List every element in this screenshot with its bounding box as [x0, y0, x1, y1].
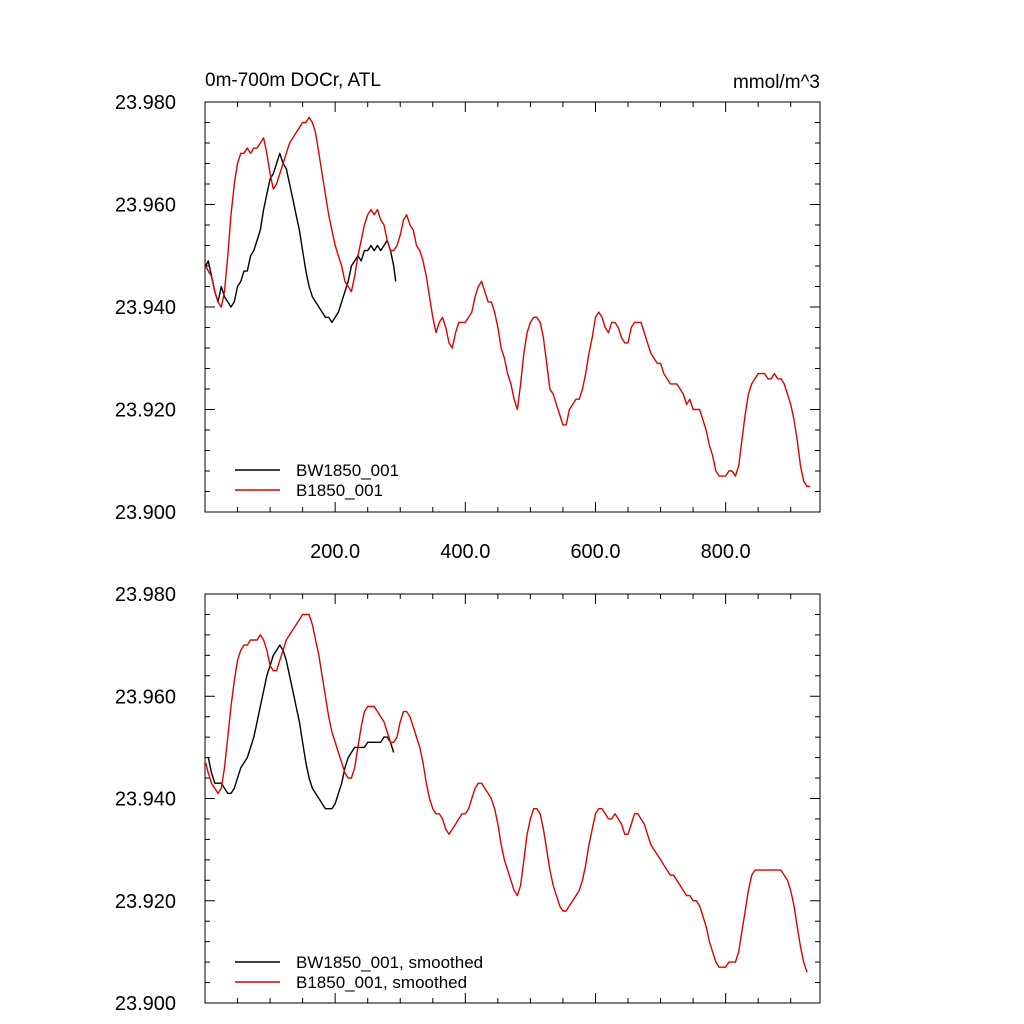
y-tick-label: 23.920 [115, 891, 176, 913]
x-tick-label: 200.0 [310, 541, 360, 563]
top-panel: 0m-700m DOCr, ATL mmol/m^3 23.900 23.920 23.… [115, 70, 821, 563]
series-line-1 [205, 116, 811, 488]
series-line-0 [207, 644, 395, 810]
y-tick-label: 23.960 [115, 195, 176, 217]
y-tick-label: 23.960 [115, 686, 176, 708]
series-line-0 [205, 152, 397, 324]
x-tick-label: 600.0 [570, 541, 620, 563]
legend-label: BW1850_001 [296, 461, 399, 480]
y-tick-label: 23.900 [115, 502, 176, 524]
legend-label: B1850_001 [296, 481, 383, 500]
chart-title: 0m-700m DOCr, ATL [205, 70, 381, 91]
plot-frame [204, 101, 821, 513]
y-tick-label: 23.940 [115, 789, 176, 811]
y-tick-label: 23.920 [115, 400, 176, 422]
legend-label: BW1850_001, smoothed [296, 953, 483, 972]
legend-label: B1850_001, smoothed [296, 973, 467, 992]
x-tick-label: 400.0 [440, 541, 490, 563]
x-tick-label: 800.0 [701, 541, 751, 563]
y-tick-label: 23.980 [115, 92, 176, 114]
bottom-panel: 23.900 23.920 23.940 23.960 23.980 BW1850_001… [115, 584, 821, 1015]
plot-frame [204, 593, 821, 1004]
y-tick-label: 23.980 [115, 584, 176, 606]
y-tick-label: 23.900 [115, 993, 176, 1015]
series-line-1 [205, 613, 808, 973]
y-tick-label: 23.940 [115, 297, 176, 319]
units-label: mmol/m^3 [733, 72, 820, 93]
